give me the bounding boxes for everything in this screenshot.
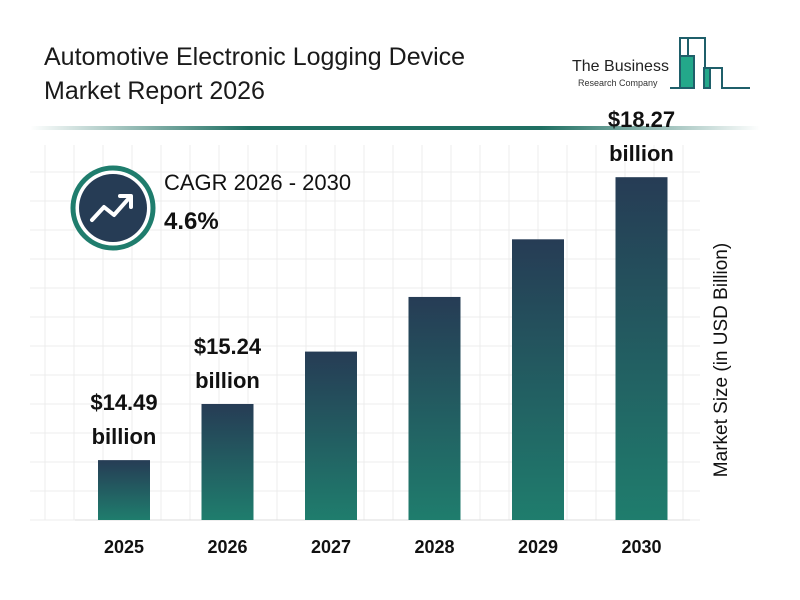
company-logo: The Business Research Company [560,30,760,100]
y-axis-label: Market Size (in USD Billion) [711,242,732,478]
bar-2025 [98,460,150,520]
data-label-value: $18.27 [608,107,675,132]
x-tick-label: 2027 [311,537,351,557]
x-tick-label: 2025 [104,537,144,557]
cagr-value: 4.6% [164,208,219,235]
trending-up-icon [70,165,156,251]
x-tick-label: 2028 [414,537,454,557]
bar-2026 [201,403,254,520]
title-line-2: Market Report 2026 [44,77,265,105]
logo-text: The Business [572,58,669,75]
x-tick-label: 2030 [621,537,661,557]
bar-2027 [305,351,357,520]
chart-title: Automotive Electronic Logging Device Mar… [44,40,465,108]
x-tick-label: 2029 [518,537,558,557]
title-line-1: Automotive Electronic Logging Device [44,43,466,71]
data-label-unit: billion [92,424,157,449]
data-label-unit: billion [195,368,260,393]
cagr-label: CAGR 2026 - 2030 [164,170,352,195]
x-tick-label: 2026 [207,537,247,557]
data-label-value: $15.24 [194,334,262,359]
bar-2029 [512,239,564,520]
data-label-unit: billion [609,141,674,166]
data-label-value: $14.49 [90,390,157,415]
logo-subtext: Research Company [578,78,658,88]
bar-2030 [615,177,668,521]
logo-buildings-icon [670,37,750,89]
bar-2028 [408,296,461,520]
header-divider [30,126,760,130]
